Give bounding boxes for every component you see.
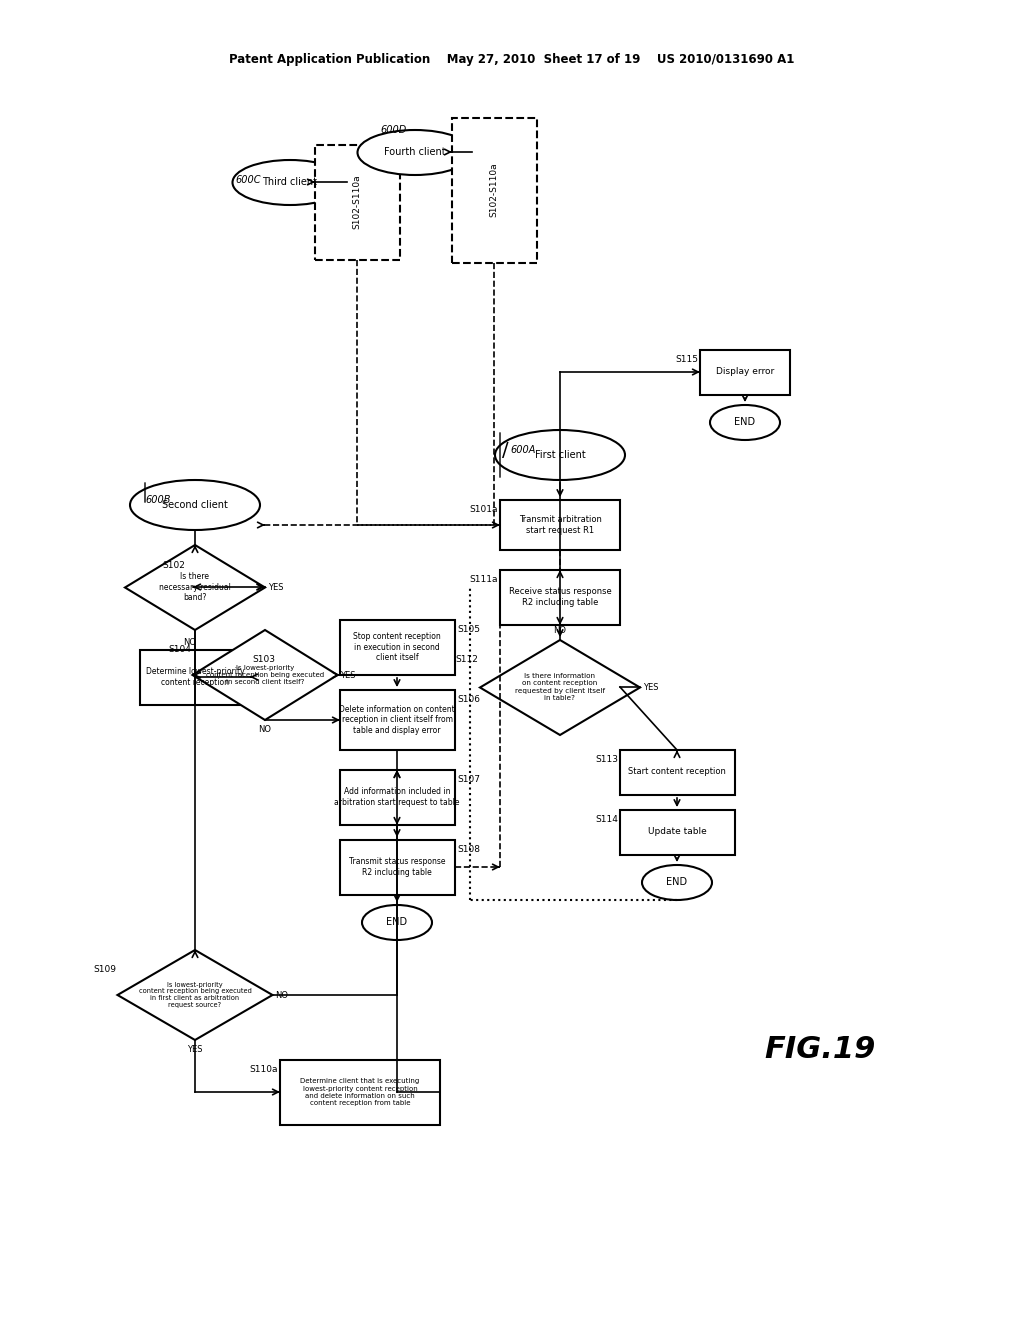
FancyBboxPatch shape [315,145,400,260]
Text: S114: S114 [595,816,618,825]
Polygon shape [193,630,338,719]
Text: S105: S105 [457,626,480,635]
Text: YES: YES [643,682,658,692]
Text: S106: S106 [457,696,480,705]
Text: NO: NO [258,725,271,734]
Polygon shape [125,545,265,630]
Text: First client: First client [535,450,586,459]
Text: S102-S110a: S102-S110a [489,162,499,218]
Text: Is there
necessary residual
band?: Is there necessary residual band? [159,572,231,602]
Text: 600D: 600D [380,125,407,135]
Text: Add information included in
arbitration start request to table: Add information included in arbitration … [334,787,460,807]
Ellipse shape [130,480,260,531]
Polygon shape [480,640,640,735]
Text: S103: S103 [252,656,275,664]
Ellipse shape [232,160,347,205]
Text: Third client: Third client [262,177,317,187]
Text: YES: YES [340,671,355,680]
Ellipse shape [357,129,472,176]
Ellipse shape [495,430,625,480]
Text: Is lowest-priority
content reception being executed
in second client itself?: Is lowest-priority content reception bei… [206,665,324,685]
FancyBboxPatch shape [500,500,620,550]
FancyBboxPatch shape [620,750,735,795]
Text: S104: S104 [168,645,191,655]
Text: S110a: S110a [250,1065,278,1074]
FancyBboxPatch shape [280,1060,440,1125]
Text: S115: S115 [675,355,698,364]
Text: END: END [386,917,408,927]
Text: YES: YES [187,1045,203,1053]
Text: NO: NO [183,638,197,647]
Text: Determine lowest-priority
content reception: Determine lowest-priority content recept… [145,668,245,686]
FancyBboxPatch shape [340,690,455,750]
Text: Update table: Update table [647,828,707,837]
Text: FIG.19: FIG.19 [764,1035,876,1064]
FancyBboxPatch shape [620,810,735,855]
Text: /: / [502,441,509,459]
Text: Is there information
on content reception
requested by client itself
in table?: Is there information on content receptio… [515,673,605,701]
Text: Fourth client: Fourth client [384,147,445,157]
Text: Patent Application Publication    May 27, 2010  Sheet 17 of 19    US 2010/013169: Patent Application Publication May 27, 2… [229,54,795,66]
FancyBboxPatch shape [140,649,250,705]
FancyBboxPatch shape [340,840,455,895]
Text: NO: NO [275,990,288,999]
Text: S102: S102 [162,561,185,569]
FancyBboxPatch shape [452,117,537,263]
Text: Transmit status response
R2 including table: Transmit status response R2 including ta… [349,857,445,876]
Text: S109: S109 [93,965,116,974]
Text: Determine client that is executing
lowest-priority content reception
and delete : Determine client that is executing lowes… [300,1078,420,1106]
Text: S113: S113 [595,755,618,764]
Text: Display error: Display error [716,367,774,376]
Text: YES: YES [268,582,284,591]
FancyBboxPatch shape [500,570,620,624]
Ellipse shape [362,906,432,940]
Text: 600B: 600B [145,495,171,506]
Text: 600C: 600C [234,176,260,185]
Text: Is lowest-priority
content reception being executed
in first client as arbitrati: Is lowest-priority content reception bei… [138,982,252,1008]
Text: 600A: 600A [510,445,536,455]
Text: S111a: S111a [469,576,498,585]
Text: S107: S107 [457,776,480,784]
Text: NO: NO [554,626,566,635]
FancyBboxPatch shape [340,770,455,825]
Text: Delete information on content
reception in client itself from
table and display : Delete information on content reception … [339,705,455,735]
Text: Second client: Second client [162,500,228,510]
FancyBboxPatch shape [700,350,790,395]
Text: Transmit arbitration
start request R1: Transmit arbitration start request R1 [518,515,601,535]
Polygon shape [118,950,272,1040]
Ellipse shape [710,405,780,440]
Text: END: END [667,876,687,887]
Ellipse shape [642,865,712,900]
Text: S108: S108 [457,846,480,854]
Text: S101a: S101a [469,506,498,515]
Text: Receive status response
R2 including table: Receive status response R2 including tab… [509,587,611,607]
Text: S112: S112 [455,656,478,664]
Text: Start content reception: Start content reception [628,767,726,776]
Text: Stop content reception
in execution in second
client itself: Stop content reception in execution in s… [353,632,441,661]
FancyBboxPatch shape [340,620,455,675]
Text: END: END [734,417,756,426]
Text: S102-S110a: S102-S110a [352,174,361,230]
